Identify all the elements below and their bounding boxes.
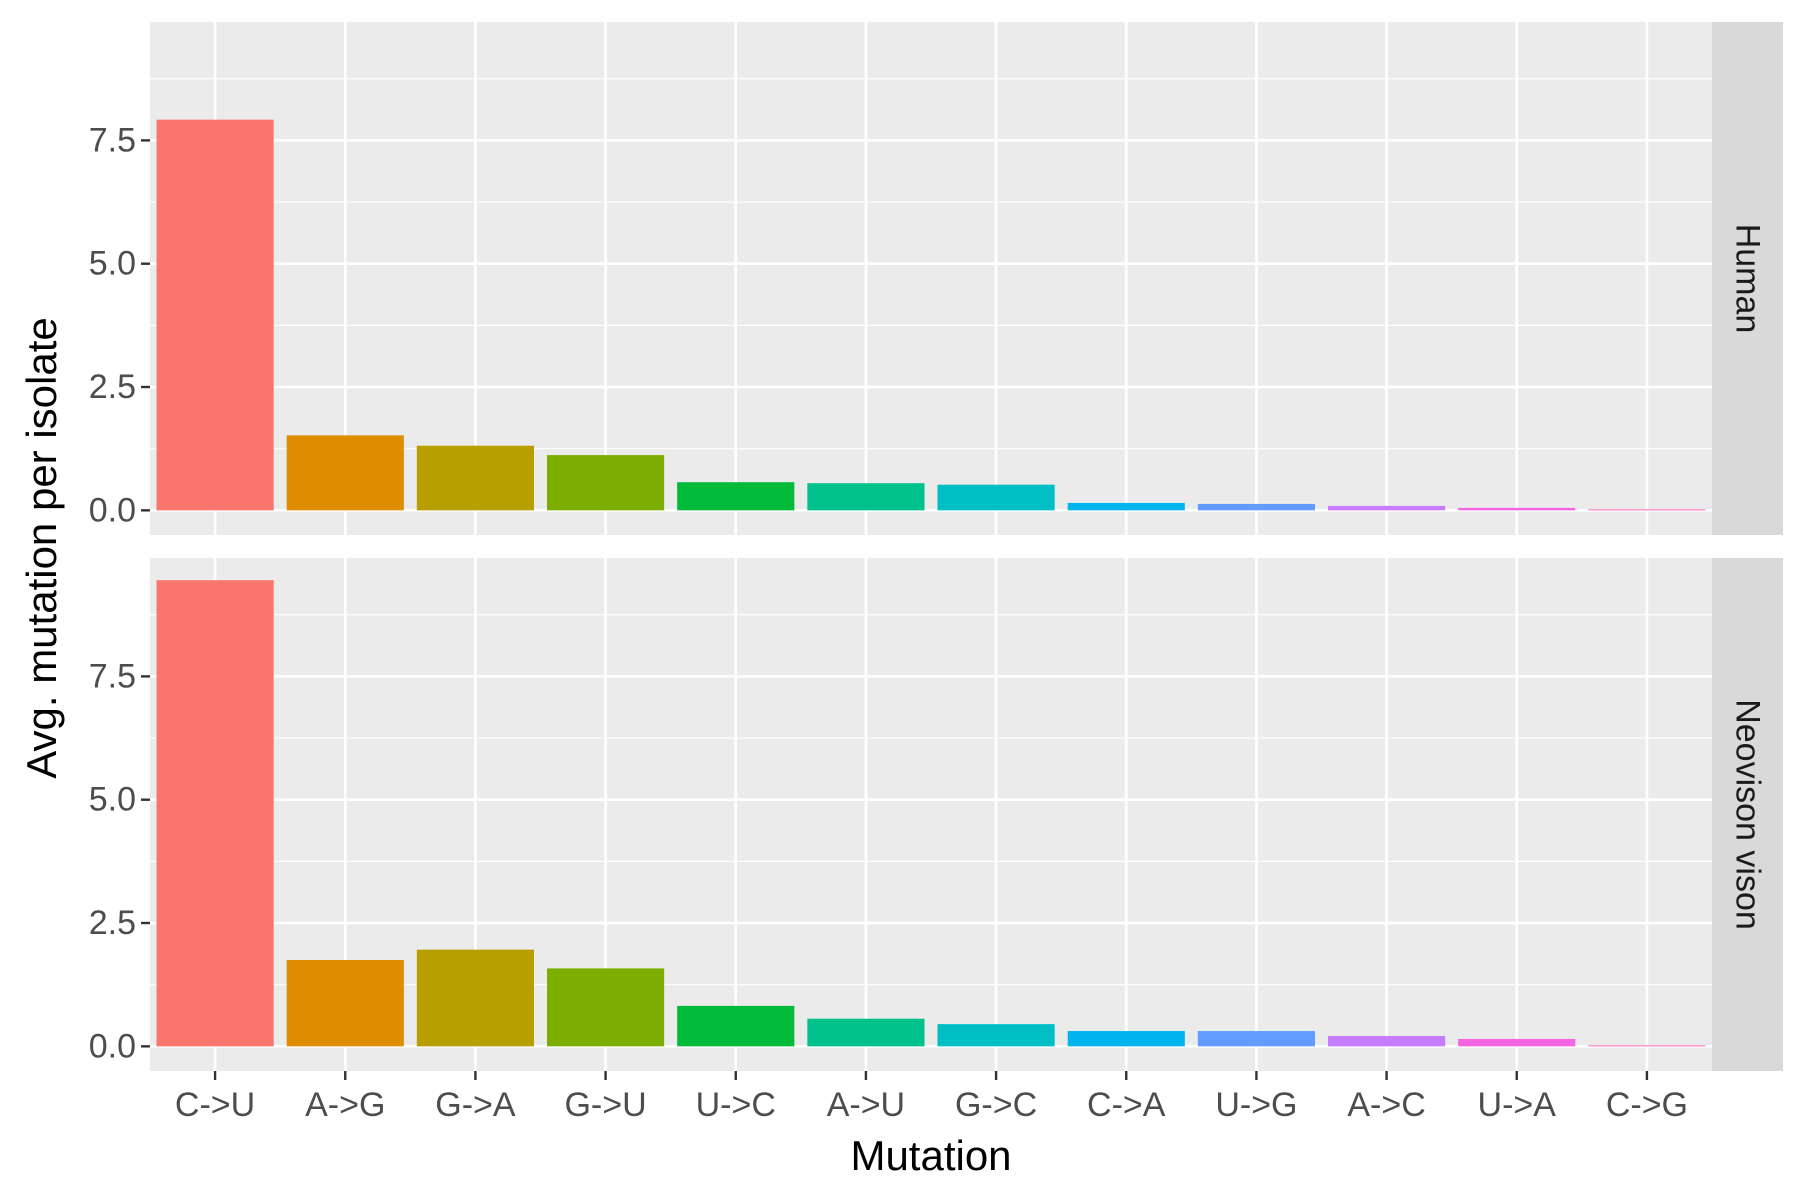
- bar-G->C: [937, 484, 1055, 511]
- x-tick-label: U->C: [696, 1086, 776, 1124]
- facet-strip-label: Human: [1729, 224, 1767, 334]
- x-tick-label: A->C: [1347, 1086, 1425, 1124]
- y-tick-label: 7.5: [89, 657, 136, 695]
- bar-A->U: [807, 483, 925, 511]
- facet-strip: [1712, 22, 1783, 535]
- bar-C->A: [1067, 1031, 1185, 1047]
- panel-background: [150, 558, 1712, 1071]
- bar-G->U: [547, 455, 665, 511]
- x-tick-label: C->G: [1606, 1086, 1688, 1124]
- x-tick-label: G->A: [435, 1086, 516, 1124]
- facet-strip: [1712, 558, 1783, 1071]
- y-tick-label: 5.0: [89, 245, 136, 283]
- bar-C->A: [1067, 502, 1185, 511]
- x-tick-label: C->U: [175, 1086, 255, 1124]
- bar-G->A: [416, 949, 534, 1047]
- bar-C->U: [156, 580, 274, 1047]
- bar-A->G: [286, 435, 404, 511]
- y-tick-label: 7.5: [89, 121, 136, 159]
- panels-layer: Human Neovison vison: [150, 22, 1783, 1071]
- bar-C->G: [1588, 1045, 1706, 1047]
- bar-U->C: [677, 482, 795, 511]
- bar-G->U: [547, 968, 665, 1047]
- bar-C->G: [1588, 509, 1706, 511]
- x-tick-label: G->C: [955, 1086, 1037, 1124]
- facet-panel-2: Neovison vison: [150, 558, 1783, 1071]
- y-tick-label: 0.0: [89, 1027, 136, 1065]
- bar-U->A: [1458, 507, 1576, 511]
- x-tick-label: U->G: [1215, 1086, 1297, 1124]
- x-tick-label: U->A: [1478, 1086, 1557, 1124]
- bar-U->G: [1197, 1031, 1315, 1047]
- axes-layer: 0.0 2.5 5.0 7.5 0.0 2.5 5.0 7.5 C->U A->G G->A G->U…: [89, 121, 1688, 1124]
- facet-panel-1: Human: [150, 22, 1783, 535]
- x-axis-title: Mutation: [850, 1132, 1011, 1179]
- bar-A->G: [286, 960, 404, 1047]
- bar-U->C: [677, 1005, 795, 1047]
- bar-A->C: [1328, 505, 1446, 511]
- bar-A->C: [1328, 1035, 1446, 1047]
- panel-background: [150, 22, 1712, 535]
- bar-U->A: [1458, 1038, 1576, 1047]
- x-tick-label: A->U: [827, 1086, 905, 1124]
- bar-C->U: [156, 119, 274, 511]
- bar-G->A: [416, 445, 534, 511]
- y-tick-label: 5.0: [89, 781, 136, 819]
- y-tick-label: 0.0: [89, 491, 136, 529]
- x-tick-label: G->U: [564, 1086, 646, 1124]
- y-tick-label: 2.5: [89, 904, 136, 942]
- x-tick-label: A->G: [305, 1086, 385, 1124]
- bar-A->U: [807, 1018, 925, 1047]
- y-tick-label: 2.5: [89, 368, 136, 406]
- facet-strip-label: Neovison vison: [1729, 699, 1767, 930]
- x-tick-label: C->A: [1087, 1086, 1166, 1124]
- bar-G->C: [937, 1024, 1055, 1047]
- bar-U->G: [1197, 503, 1315, 511]
- y-axis-title: Avg. mutation per isolate: [18, 317, 65, 779]
